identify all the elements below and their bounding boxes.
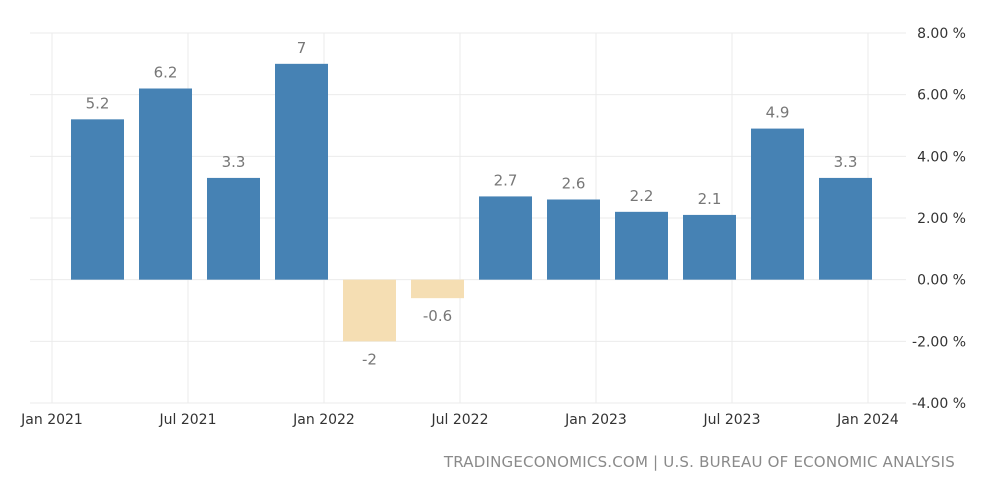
- x-tick-label: Jan 2024: [836, 412, 899, 428]
- bar-data-label: 4.9: [766, 104, 790, 122]
- bar: [751, 128, 804, 280]
- y-tick-label: -2.00 %: [912, 334, 966, 350]
- bar: [615, 211, 668, 280]
- y-tick-label: 8.00 %: [917, 26, 966, 42]
- bar: [275, 63, 328, 280]
- bar-data-label: 2.1: [698, 190, 722, 208]
- bar-data-label: 7: [297, 39, 307, 57]
- bar: [139, 88, 192, 280]
- x-axis: Jan 2021 Jul 2021 Jan 2022 Jul 2022 Jan 2023…: [20, 412, 899, 428]
- y-tick-label: 0.00 %: [917, 273, 966, 289]
- bar: [479, 196, 532, 280]
- y-tick-label: 6.00 %: [917, 88, 966, 104]
- bar-data-labels: 5.2 6.2 3.3 7 -2 -0.6 2.7 2.6 2.2 2.1 4.9 3.3: [86, 39, 858, 369]
- bar-data-label: 5.2: [86, 94, 110, 112]
- bar: [547, 199, 600, 280]
- bar-data-label: 2.7: [494, 171, 518, 189]
- bar-data-label: 2.6: [562, 175, 586, 193]
- x-tick-label: Jan 2023: [564, 412, 627, 428]
- x-tick-label: Jan 2022: [292, 412, 355, 428]
- x-tick-label: Jul 2023: [703, 412, 761, 428]
- y-axis: 8.00 % 6.00 % 4.00 % 2.00 % 0.00 % -2.00 % -4.…: [912, 26, 966, 412]
- bar-data-label: -0.6: [423, 307, 452, 325]
- x-tick-label: Jul 2022: [431, 412, 489, 428]
- bar-data-label: 6.2: [154, 64, 178, 82]
- x-tick-label: Jan 2021: [20, 412, 83, 428]
- bar-data-label: -2: [362, 350, 377, 368]
- source-credit: TRADINGECONOMICS.COM | U.S. BUREAU OF EC…: [443, 453, 955, 471]
- bar: [207, 177, 260, 280]
- x-tick-label: Jul 2021: [159, 412, 217, 428]
- bars: [71, 63, 872, 342]
- y-tick-label: 2.00 %: [917, 211, 966, 227]
- bar-data-label: 3.3: [222, 153, 246, 171]
- y-tick-label: -4.00 %: [912, 396, 966, 412]
- bar: [411, 279, 464, 299]
- bar-data-label: 3.3: [834, 153, 858, 171]
- bar: [343, 279, 396, 342]
- bar: [71, 119, 124, 280]
- bar: [683, 214, 736, 280]
- bar-data-label: 2.2: [630, 187, 654, 205]
- y-tick-label: 4.00 %: [917, 149, 966, 165]
- bar: [819, 177, 872, 280]
